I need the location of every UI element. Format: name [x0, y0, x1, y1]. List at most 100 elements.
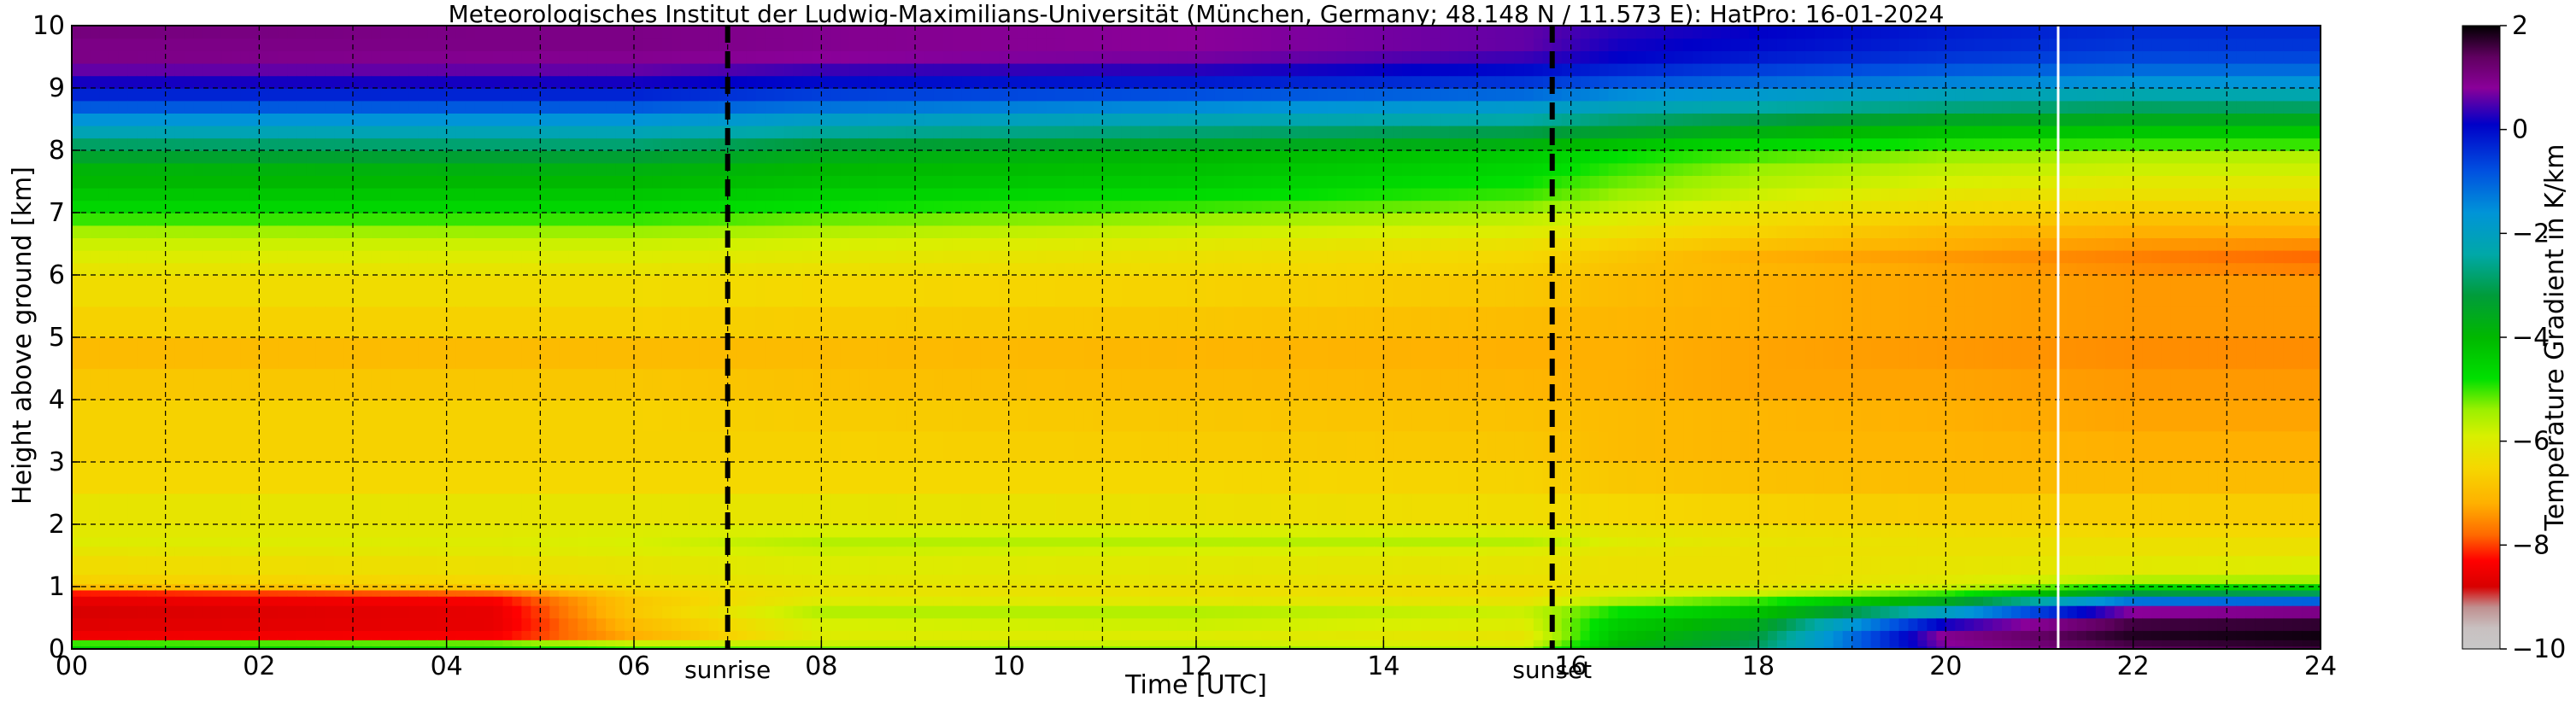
heatmap-cell [1206, 537, 1216, 547]
heatmap-cell [596, 213, 607, 225]
heatmap-cell [596, 605, 607, 618]
heatmap-cell [1187, 213, 1197, 225]
heatmap-cell [1037, 275, 1047, 307]
heatmap-cell [1028, 250, 1038, 263]
heatmap-cell [1047, 431, 1057, 463]
heatmap-cell [221, 137, 232, 150]
heatmap-cell [1130, 537, 1141, 547]
heatmap-cell [1047, 225, 1057, 238]
heatmap-cell [700, 556, 710, 576]
heatmap-cell [409, 431, 420, 463]
heatmap-cell [1074, 262, 1084, 275]
heatmap-cell [868, 88, 878, 101]
heatmap-cell [775, 88, 785, 101]
heatmap-cell [203, 400, 214, 431]
heatmap-cell [1028, 63, 1038, 76]
heatmap-cell [138, 88, 148, 101]
heatmap-cell [306, 137, 316, 150]
heatmap-cell [1102, 431, 1112, 463]
heatmap-cell [119, 150, 129, 163]
heatmap-cell [128, 618, 138, 631]
heatmap-cell [466, 200, 476, 213]
heatmap-cell [185, 26, 195, 38]
heatmap-cell [456, 369, 466, 400]
heatmap-cell [1074, 494, 1084, 525]
heatmap-cell [943, 431, 954, 463]
heatmap-cell [1177, 546, 1188, 557]
heatmap-cell [100, 618, 110, 631]
heatmap-cell [400, 369, 410, 400]
heatmap-cell [213, 225, 223, 238]
heatmap-cell [1196, 524, 1206, 537]
heatmap-cell [1028, 188, 1038, 201]
heatmap-cell [943, 225, 954, 238]
heatmap-cell [1047, 307, 1057, 338]
heatmap-cell [494, 400, 504, 431]
heatmap-cell [372, 574, 382, 584]
heatmap-cell [559, 307, 569, 338]
heatmap-cell [409, 75, 420, 88]
heatmap-cell [1000, 605, 1010, 618]
heatmap-cell [766, 188, 776, 201]
heatmap-cell [147, 369, 157, 400]
heatmap-cell [1102, 574, 1112, 584]
heatmap-cell [756, 163, 766, 176]
heatmap-cell [606, 113, 616, 126]
heatmap-cell [915, 213, 925, 225]
heatmap-cell [128, 605, 138, 618]
heatmap-cell [540, 262, 550, 275]
heatmap-cell [1037, 113, 1047, 126]
heatmap-cell [1083, 225, 1094, 238]
heatmap-cell [1065, 213, 1075, 225]
heatmap-cell [100, 188, 110, 201]
heatmap-cell [334, 26, 344, 38]
heatmap-cell [194, 237, 204, 250]
heatmap-cell [81, 431, 91, 463]
heatmap-cell [296, 605, 307, 618]
heatmap-cell [681, 175, 691, 188]
heatmap-cell [540, 556, 550, 576]
heatmap-cell [578, 262, 588, 275]
heatmap-cell [540, 275, 550, 307]
heatmap-cell [278, 574, 288, 584]
heatmap-cell [1112, 524, 1122, 537]
heatmap-cell [156, 524, 167, 537]
heatmap-cell [268, 163, 279, 176]
heatmap-cell [887, 605, 897, 618]
heatmap-cell [1037, 262, 1047, 275]
heatmap-cell [1149, 590, 1159, 597]
heatmap-cell [747, 630, 757, 640]
heatmap-cell [634, 38, 644, 51]
heatmap-cell [812, 137, 822, 150]
heatmap-cell [456, 225, 466, 238]
heatmap-cell [437, 537, 448, 547]
heatmap-cell [334, 150, 344, 163]
heatmap-cell [447, 113, 457, 126]
heatmap-cell [353, 63, 363, 76]
heatmap-cell [1065, 175, 1075, 188]
heatmap-cell [334, 137, 344, 150]
heatmap-cell [362, 524, 373, 537]
heatmap-cell [896, 275, 907, 307]
heatmap-cell [559, 237, 569, 250]
heatmap-cell [1047, 618, 1057, 631]
heatmap-cell [1037, 137, 1047, 150]
heatmap-cell [849, 556, 860, 576]
heatmap-cell [372, 225, 382, 238]
heatmap-cell [830, 113, 841, 126]
heatmap-cell [596, 262, 607, 275]
heatmap-cell [381, 50, 391, 63]
heatmap-cell [943, 50, 954, 63]
heatmap-cell [119, 590, 129, 597]
heatmap-cell [634, 546, 644, 557]
heatmap-cell [334, 237, 344, 250]
heatmap-cell [362, 307, 373, 338]
heatmap-cell [119, 307, 129, 338]
heatmap-cell [213, 369, 223, 400]
heatmap-cell [783, 618, 794, 631]
heatmap-cell [793, 26, 803, 38]
heatmap-cell [1177, 50, 1188, 63]
heatmap-cell [428, 175, 438, 188]
heatmap-cell [821, 546, 831, 557]
heatmap-cell [672, 237, 682, 250]
